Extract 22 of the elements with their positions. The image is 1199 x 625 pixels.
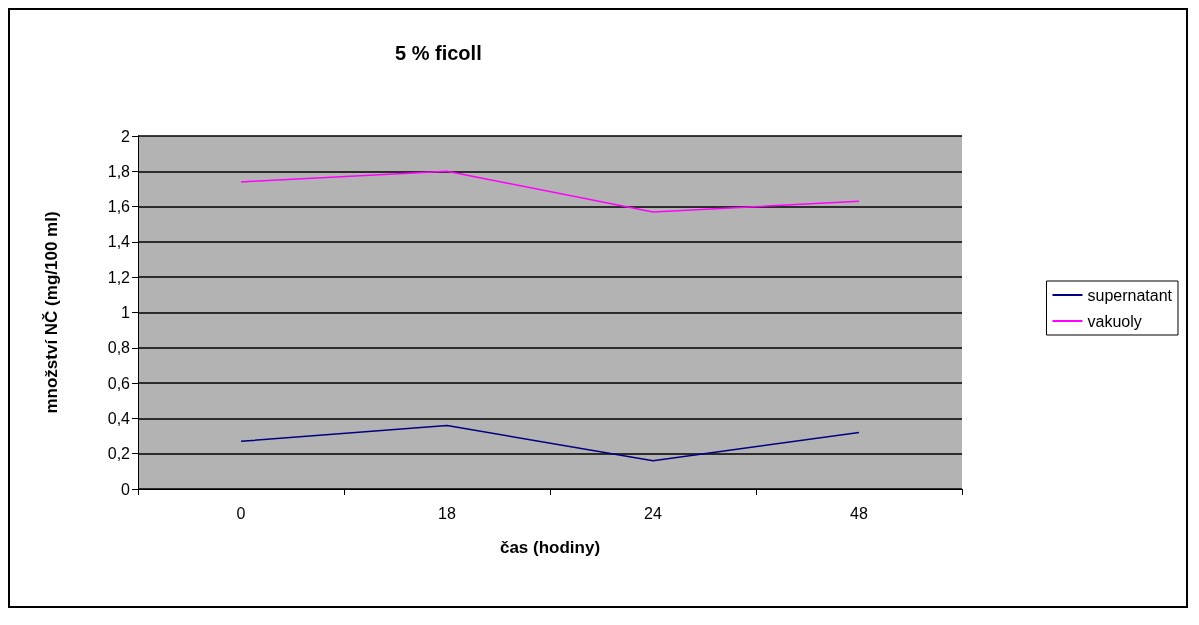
y-tick-label: 0,4	[107, 409, 131, 427]
legend-label: supernatant	[1087, 286, 1173, 304]
y-tick-label: 1,4	[107, 233, 131, 251]
y-tick-label: 0,2	[107, 445, 131, 463]
y-tick-label: 0	[121, 480, 131, 498]
y-axis-title: množství NČ (mg/100 ml)	[42, 211, 61, 414]
chart-title: 5 % ficoll	[395, 42, 482, 64]
y-tick-label: 1,2	[107, 268, 131, 286]
x-tick-label: 0	[236, 504, 246, 522]
line-series	[240, 424, 860, 462]
y-tick-label: 2	[121, 127, 131, 145]
y-tick-label: 1,6	[107, 198, 131, 216]
y-tick-label: 0,8	[107, 339, 131, 357]
x-axis-title: čas (hodiny)	[499, 538, 601, 557]
y-tick-label: 1	[121, 304, 131, 321]
y-tick-label: 0,6	[107, 374, 131, 392]
line-series	[240, 170, 860, 213]
x-tick-label: 48	[850, 504, 868, 522]
legend-label: vakuoly	[1087, 312, 1142, 330]
y-tick-label: 1,8	[107, 162, 131, 180]
x-tick-label: 18	[438, 504, 456, 522]
x-tick-label: 24	[644, 504, 662, 522]
